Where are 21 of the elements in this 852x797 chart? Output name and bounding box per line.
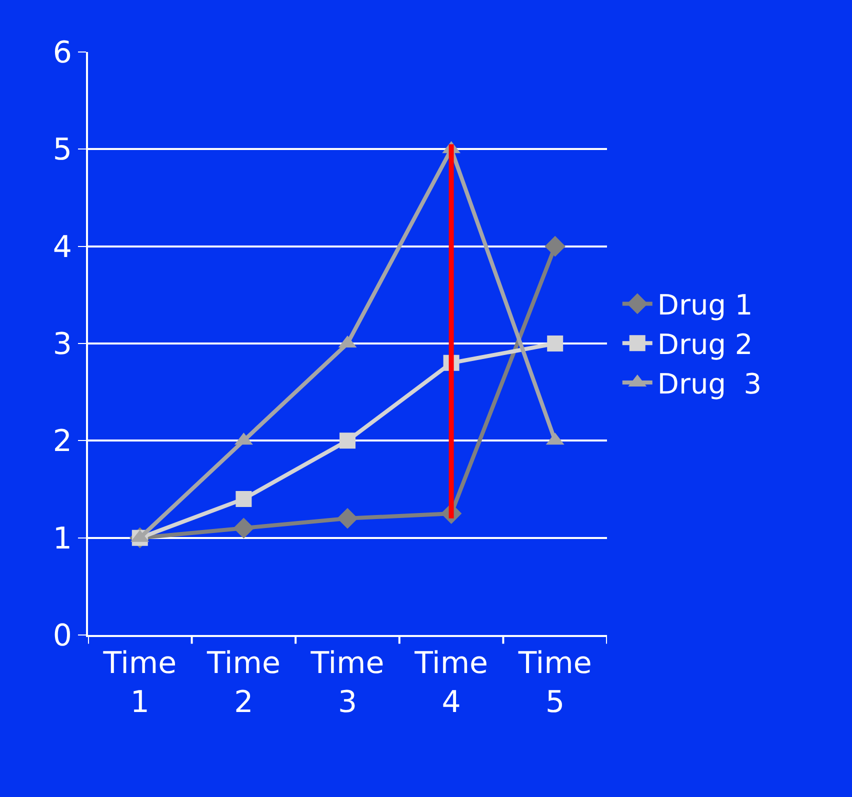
x-tick-label: Time 1 <box>102 646 177 720</box>
x-tick-label: Time 2 <box>206 646 280 720</box>
y-tick-label: 1 <box>52 521 72 556</box>
point <box>337 508 358 529</box>
point <box>547 336 564 352</box>
point <box>233 518 254 539</box>
x-tick-label: Time 5 <box>517 646 592 720</box>
legend-label: Drug 1 <box>657 288 753 322</box>
legend-label: Drug 2 <box>657 328 753 362</box>
point <box>340 432 356 449</box>
y-tick-label: 3 <box>52 327 72 362</box>
y-tick-label: 2 <box>52 424 72 460</box>
legend-label: Drug 3 <box>657 367 762 400</box>
y-tick-label: 6 <box>52 36 72 70</box>
point <box>236 490 252 507</box>
y-tick-label: 0 <box>52 618 72 654</box>
y-tick-label: 4 <box>52 230 72 265</box>
y-tick-label: 5 <box>52 132 72 168</box>
x-tick-label: Time 4 <box>414 646 488 720</box>
x-tick-label: Time 3 <box>310 646 384 720</box>
point <box>544 236 566 257</box>
